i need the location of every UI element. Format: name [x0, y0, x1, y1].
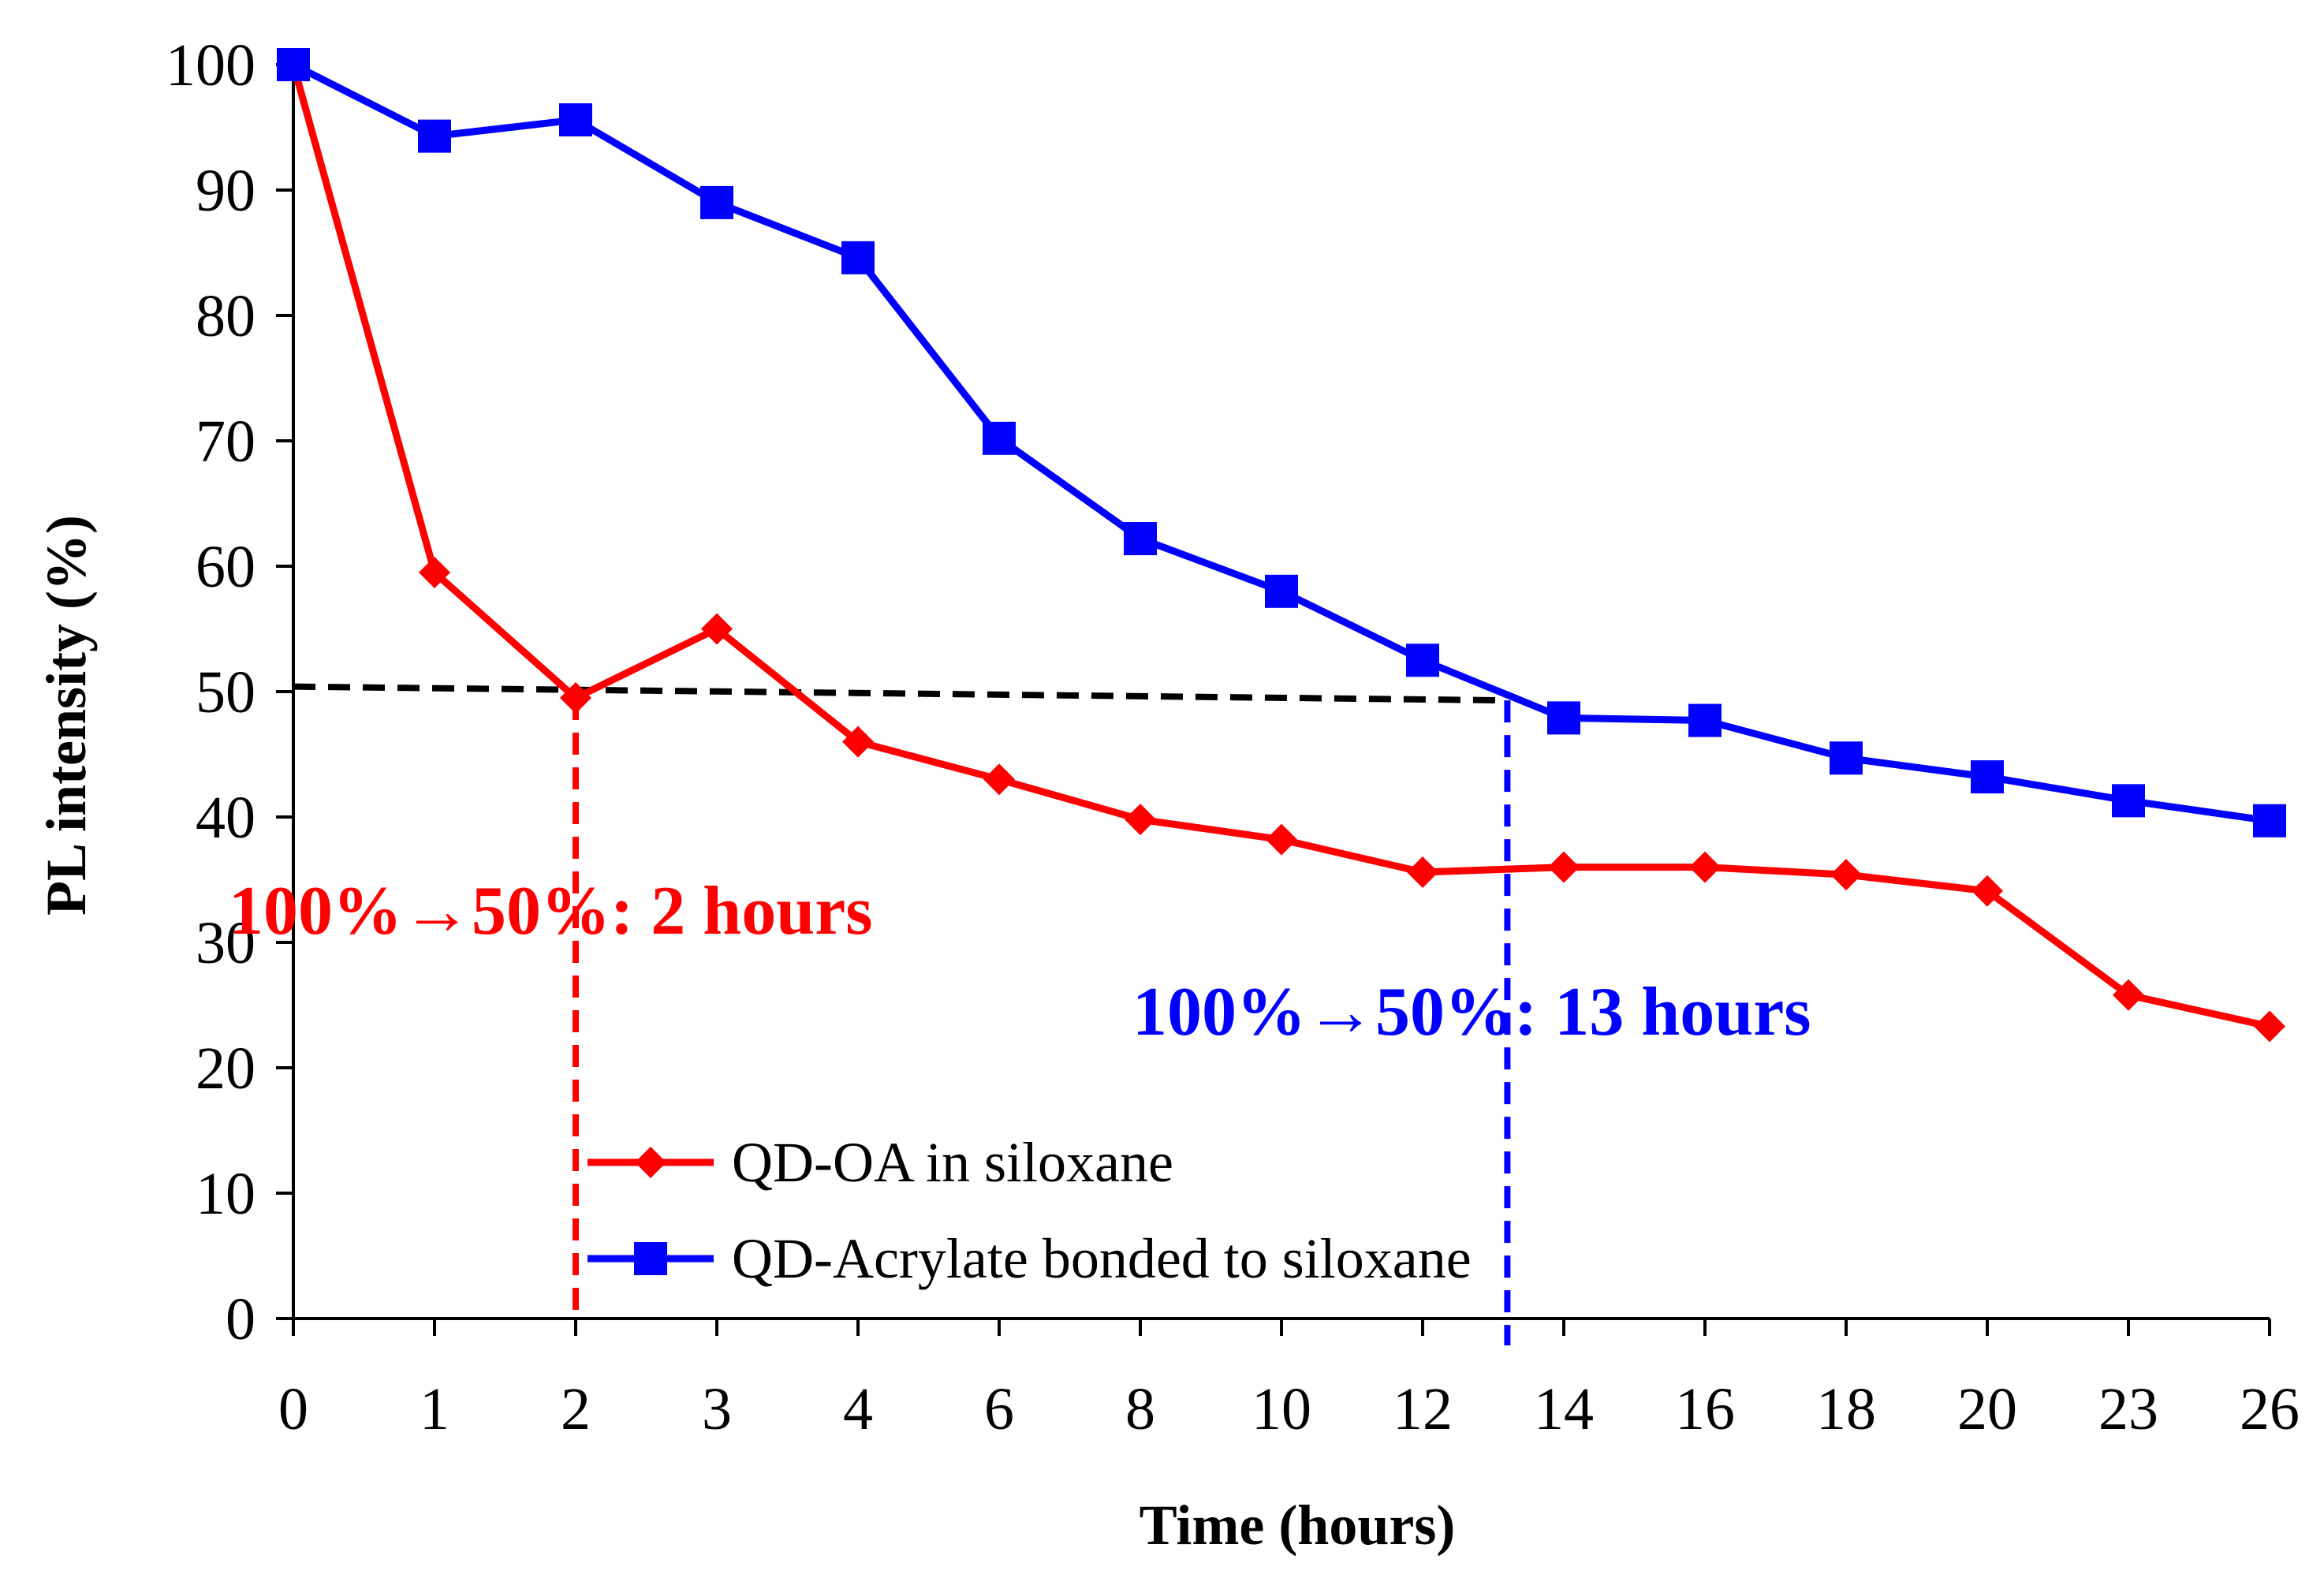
- data-point-diamond: [701, 613, 733, 645]
- series-line: [291, 61, 2270, 825]
- y-tick-label: 60: [196, 534, 256, 600]
- data-point-square: [1406, 644, 1439, 677]
- x-axis-ticks: 0 1 2 3 4 6 8 10 12 14 16 18 20 23 26: [278, 1319, 2300, 1442]
- y-tick-label: 80: [196, 283, 256, 349]
- data-point-square: [1265, 574, 1298, 608]
- y-tick-label: 70: [196, 408, 256, 475]
- data-point-diamond: [560, 681, 591, 714]
- half-life-reference-line: [293, 683, 1508, 704]
- data-point-square: [1688, 703, 1722, 737]
- red-half-life-annotation: 100%→50%: 2 hours: [229, 873, 873, 949]
- data-point-diamond: [1689, 851, 1721, 883]
- legend-item-qd-acrylate: QD-Acrylate bonded to siloxane: [588, 1227, 1472, 1290]
- x-tick-label: 26: [2240, 1376, 2300, 1442]
- x-tick-label: 2: [561, 1376, 591, 1442]
- data-point-diamond: [2113, 979, 2144, 1011]
- x-tick-label: 14: [1534, 1376, 1594, 1442]
- x-tick-label: 20: [1957, 1376, 2017, 1442]
- x-tick-label: 16: [1675, 1376, 1735, 1442]
- y-axis-ticks: 0 10 20 30 40 50 60 70 80 90 100: [166, 32, 293, 1352]
- data-point-diamond: [983, 763, 1015, 796]
- data-point-square: [2112, 784, 2145, 818]
- data-point-square: [1830, 741, 1863, 775]
- y-tick-label: 90: [196, 158, 256, 224]
- legend-label-qd-oa: QD-OA in siloxane: [732, 1131, 1173, 1194]
- x-axis-title: Time (hours): [1140, 1494, 1456, 1557]
- data-point-diamond: [419, 556, 450, 588]
- data-point-diamond: [842, 726, 874, 758]
- data-point-diamond: [1407, 856, 1438, 888]
- legend-swatch-square-marker: [634, 1242, 667, 1275]
- x-tick-label: 3: [702, 1376, 732, 1442]
- data-point-square: [418, 119, 451, 153]
- data-point-square: [983, 421, 1016, 455]
- x-tick-label: 8: [1125, 1376, 1155, 1442]
- x-tick-label: 10: [1252, 1376, 1311, 1442]
- y-tick-label: 30: [196, 910, 256, 976]
- y-tick-label: 40: [196, 785, 256, 851]
- data-point-square: [2253, 804, 2286, 837]
- data-point-square: [559, 103, 592, 136]
- blue-half-life-annotation: 100%→50%: 13 hours: [1132, 974, 1811, 1050]
- data-point-diamond: [1830, 859, 1862, 891]
- x-tick-label: 0: [278, 1376, 308, 1442]
- x-tick-label: 23: [2098, 1376, 2158, 1442]
- data-point-square: [700, 185, 733, 219]
- data-point-square: [1547, 701, 1580, 735]
- data-point-diamond: [2254, 1010, 2285, 1043]
- legend-item-qd-oa: QD-OA in siloxane: [588, 1131, 1173, 1194]
- y-tick-label: 0: [226, 1286, 256, 1352]
- y-tick-label: 50: [196, 659, 256, 726]
- y-tick-label: 100: [166, 32, 256, 99]
- data-point-diamond: [1548, 851, 1580, 883]
- data-point-diamond: [1971, 875, 2003, 907]
- data-point-diamond: [1266, 823, 1297, 856]
- x-tick-label: 12: [1393, 1376, 1453, 1442]
- x-tick-label: 6: [984, 1376, 1014, 1442]
- x-tick-label: 1: [420, 1376, 450, 1442]
- legend-label-qd-acrylate: QD-Acrylate bonded to siloxane: [732, 1227, 1472, 1290]
- legend: QD-OA in siloxane QD-Acrylate bonded to …: [588, 1131, 1472, 1290]
- legend-swatch-diamond-marker: [635, 1147, 666, 1178]
- series-qd-acrylate: [277, 48, 2286, 837]
- series-layer: [277, 48, 2286, 1043]
- data-point-square: [277, 48, 310, 81]
- y-tick-label: 20: [196, 1035, 256, 1102]
- data-point-square: [1971, 760, 2004, 794]
- data-point-square: [1124, 522, 1157, 556]
- x-tick-label: 18: [1816, 1376, 1876, 1442]
- series-qd-oa: [278, 49, 2285, 1043]
- data-point-diamond: [1125, 804, 1156, 836]
- y-axis-title: PL intensity (%): [35, 515, 98, 916]
- reference-lines: [293, 683, 1511, 1345]
- x-tick-label: 4: [843, 1376, 873, 1442]
- data-point-square: [841, 241, 875, 274]
- y-tick-label: 10: [196, 1161, 256, 1227]
